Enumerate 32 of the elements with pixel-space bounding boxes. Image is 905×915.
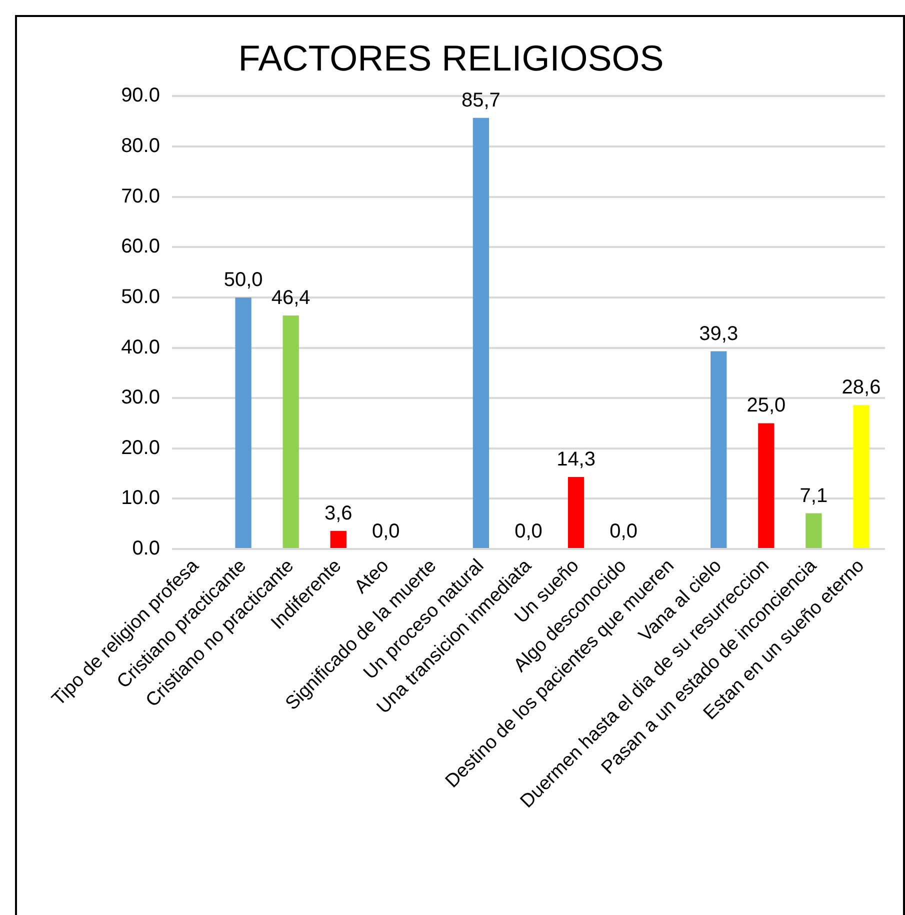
y-tick-label: 0.0 xyxy=(132,538,160,560)
bar xyxy=(568,477,584,548)
data-label: 0,0 xyxy=(610,520,638,543)
data-label: 50,0 xyxy=(224,268,263,291)
y-tick-label: 90.0 xyxy=(121,84,160,107)
bar xyxy=(806,513,822,548)
data-label: 0,0 xyxy=(514,520,542,543)
y-tick-label: 50.0 xyxy=(121,286,160,308)
data-label: 85,7 xyxy=(462,89,500,112)
bar xyxy=(758,423,774,548)
chart-title: FACTORES RELIGIOSOS xyxy=(238,38,664,79)
bar xyxy=(472,118,490,548)
bar xyxy=(710,351,727,548)
y-tick-label: 30.0 xyxy=(121,386,160,409)
data-label: 14,3 xyxy=(556,448,596,471)
y-tick-label: 70.0 xyxy=(121,185,160,208)
data-label: 28,6 xyxy=(842,376,881,399)
data-label: 46,4 xyxy=(271,287,310,310)
bar xyxy=(330,530,346,548)
bar xyxy=(235,297,252,548)
bar xyxy=(282,316,299,548)
y-tick-label: 20.0 xyxy=(121,436,160,459)
data-label: 0,0 xyxy=(372,520,400,543)
data-label: 39,3 xyxy=(699,322,738,345)
y-tick-label: 60.0 xyxy=(121,236,160,258)
y-tick-label: 80.0 xyxy=(121,135,160,158)
data-label: 7,1 xyxy=(800,484,828,507)
bar xyxy=(853,405,870,548)
y-tick-label: 40.0 xyxy=(121,336,160,358)
data-label: 25,0 xyxy=(746,394,786,417)
data-label: 3,6 xyxy=(324,502,352,524)
y-tick-label: 10.0 xyxy=(121,487,160,510)
